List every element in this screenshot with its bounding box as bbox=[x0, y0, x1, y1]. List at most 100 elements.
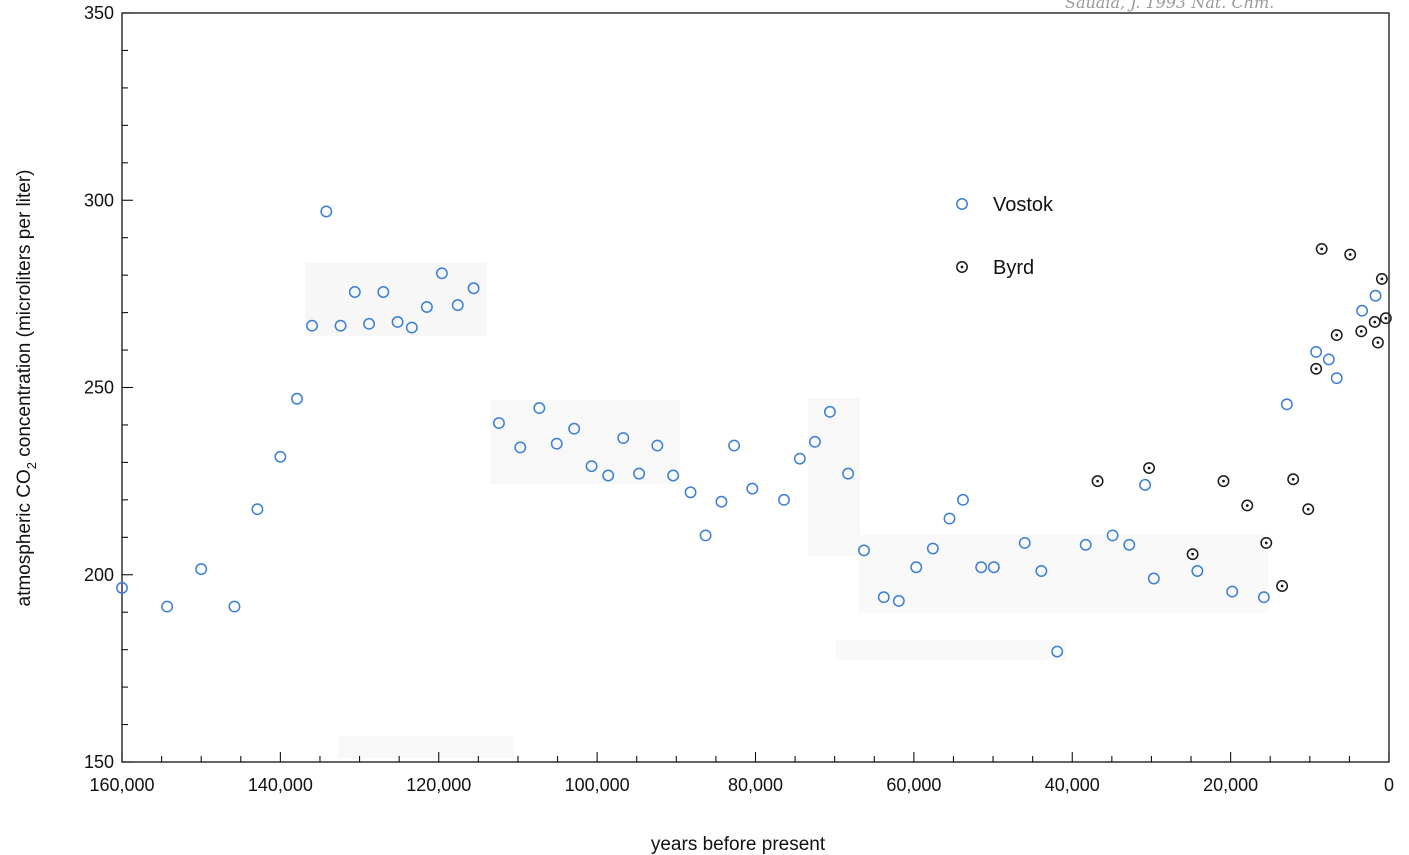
vostok-data-point bbox=[1356, 304, 1369, 317]
byrd-data-point-dot bbox=[1373, 320, 1377, 324]
vostok-data-point bbox=[1226, 585, 1239, 598]
byrd-data-point-dot bbox=[1384, 316, 1388, 320]
vostok-data-point bbox=[116, 581, 128, 594]
legend-byrd-label: Byrd bbox=[993, 257, 1034, 279]
legend-byrd-marker bbox=[956, 261, 968, 273]
vostok-data-point bbox=[1369, 289, 1382, 302]
vostok-data-point bbox=[1018, 536, 1031, 549]
vostok-data-point bbox=[228, 600, 241, 613]
vostok-data-point bbox=[808, 435, 821, 448]
vostok-data-point bbox=[823, 405, 836, 418]
byrd-data-point bbox=[1330, 329, 1343, 342]
byrd-data-point bbox=[1368, 316, 1381, 328]
byrd-data-point-dot bbox=[1096, 479, 1099, 483]
byrd-data-point bbox=[1091, 475, 1104, 488]
vostok-data-point bbox=[746, 482, 759, 495]
vostok-data-point bbox=[699, 529, 712, 542]
scan-artifacts bbox=[305, 263, 1268, 758]
vostok-data-point bbox=[492, 417, 505, 430]
vostok-data-point bbox=[943, 512, 956, 525]
byrd-data-point-dot bbox=[1147, 466, 1151, 470]
legend-item-byrd: Byrd bbox=[956, 257, 1034, 279]
byrd-data-point-dot bbox=[1191, 552, 1195, 556]
x-tick-label: 100,000 bbox=[565, 775, 630, 795]
x-tick-label: 120,000 bbox=[406, 775, 471, 795]
series-byrd bbox=[1091, 242, 1392, 592]
series-vostok bbox=[116, 205, 1382, 658]
vostok-data-point bbox=[514, 441, 527, 454]
vostok-data-point bbox=[684, 486, 697, 499]
vostok-data-point bbox=[1280, 398, 1293, 411]
byrd-data-point bbox=[1344, 248, 1357, 261]
byrd-data-point bbox=[1287, 473, 1300, 486]
vostok-data-point bbox=[1257, 591, 1270, 604]
vostok-data-point bbox=[1191, 565, 1204, 577]
byrd-data-point-dot bbox=[1264, 541, 1268, 545]
vostok-data-point bbox=[651, 439, 664, 452]
y-axis-title-main: atmospheric CO bbox=[14, 469, 35, 606]
byrd-data-point bbox=[1217, 475, 1230, 488]
vostok-data-point bbox=[728, 439, 741, 452]
vostok-data-point bbox=[1035, 565, 1048, 577]
vostok-data-point bbox=[1079, 538, 1092, 551]
byrd-data-point-dot bbox=[1376, 341, 1380, 344]
vostok-data-point bbox=[910, 561, 923, 574]
vostok-data-point bbox=[161, 600, 174, 613]
vostok-data-point bbox=[405, 321, 418, 334]
byrd-data-point-dot bbox=[1306, 507, 1310, 511]
vostok-data-point bbox=[877, 591, 890, 604]
vostok-data-point bbox=[778, 493, 790, 506]
byrd-data-point bbox=[1315, 242, 1328, 255]
vostok-data-point bbox=[550, 437, 563, 450]
byrd-data-point bbox=[1379, 312, 1392, 325]
y-tick-label: 300 bbox=[84, 190, 114, 210]
vostok-data-point bbox=[568, 422, 581, 435]
vostok-data-point bbox=[667, 469, 680, 482]
vostok-data-point bbox=[291, 392, 303, 405]
byrd-data-point bbox=[1302, 503, 1315, 516]
legend-byrd-marker-dot bbox=[960, 265, 964, 269]
plot-border bbox=[121, 12, 1390, 763]
vostok-data-point bbox=[715, 495, 728, 508]
vostok-data-point bbox=[1123, 538, 1136, 551]
byrd-data-point-dot bbox=[1280, 584, 1284, 588]
handwritten-note: Sauaia, J. 1993 Nat. Chm. bbox=[1065, 0, 1274, 12]
vostok-data-point bbox=[957, 493, 969, 506]
byrd-data-point-dot bbox=[1380, 277, 1384, 281]
x-tick-label: 80,000 bbox=[728, 775, 783, 795]
y-tick-label: 150 bbox=[84, 752, 114, 772]
byrd-data-point bbox=[1355, 325, 1368, 338]
vostok-data-point bbox=[1322, 353, 1335, 366]
legend-item-vostok: Vostok bbox=[956, 194, 1054, 216]
x-tick-label: 140,000 bbox=[248, 775, 313, 795]
y-tick-label: 200 bbox=[84, 565, 114, 585]
byrd-data-point-dot bbox=[1291, 477, 1295, 481]
vostok-data-point bbox=[334, 319, 347, 332]
byrd-data-point-dot bbox=[1320, 247, 1324, 251]
vostok-data-point bbox=[987, 561, 1000, 574]
vostok-data-point bbox=[363, 317, 376, 330]
byrd-data-point bbox=[1186, 548, 1199, 561]
vostok-data-point bbox=[1139, 478, 1152, 491]
vostok-data-point bbox=[251, 503, 264, 516]
vostok-data-point bbox=[420, 301, 433, 313]
vostok-data-point bbox=[195, 563, 208, 576]
vostok-data-point bbox=[1310, 345, 1323, 358]
vostok-data-point bbox=[617, 432, 630, 445]
vostok-data-point bbox=[975, 561, 988, 574]
y-tick-label: 250 bbox=[84, 378, 114, 398]
y-tick-label: 350 bbox=[84, 3, 114, 23]
legend-vostok-marker bbox=[956, 198, 968, 210]
vostok-data-point bbox=[391, 316, 404, 328]
byrd-data-point-dot bbox=[1245, 504, 1249, 507]
x-tick-label: 60,000 bbox=[886, 775, 941, 795]
legend-vostok-label: Vostok bbox=[993, 194, 1054, 216]
vostok-data-point bbox=[892, 595, 905, 607]
vostok-data-point bbox=[858, 544, 870, 557]
vostok-data-point bbox=[1106, 529, 1119, 542]
vostok-data-point bbox=[467, 282, 480, 295]
byrd-data-point bbox=[1371, 336, 1384, 349]
byrd-data-point-dot bbox=[1348, 253, 1352, 256]
vostok-data-point bbox=[435, 267, 448, 280]
